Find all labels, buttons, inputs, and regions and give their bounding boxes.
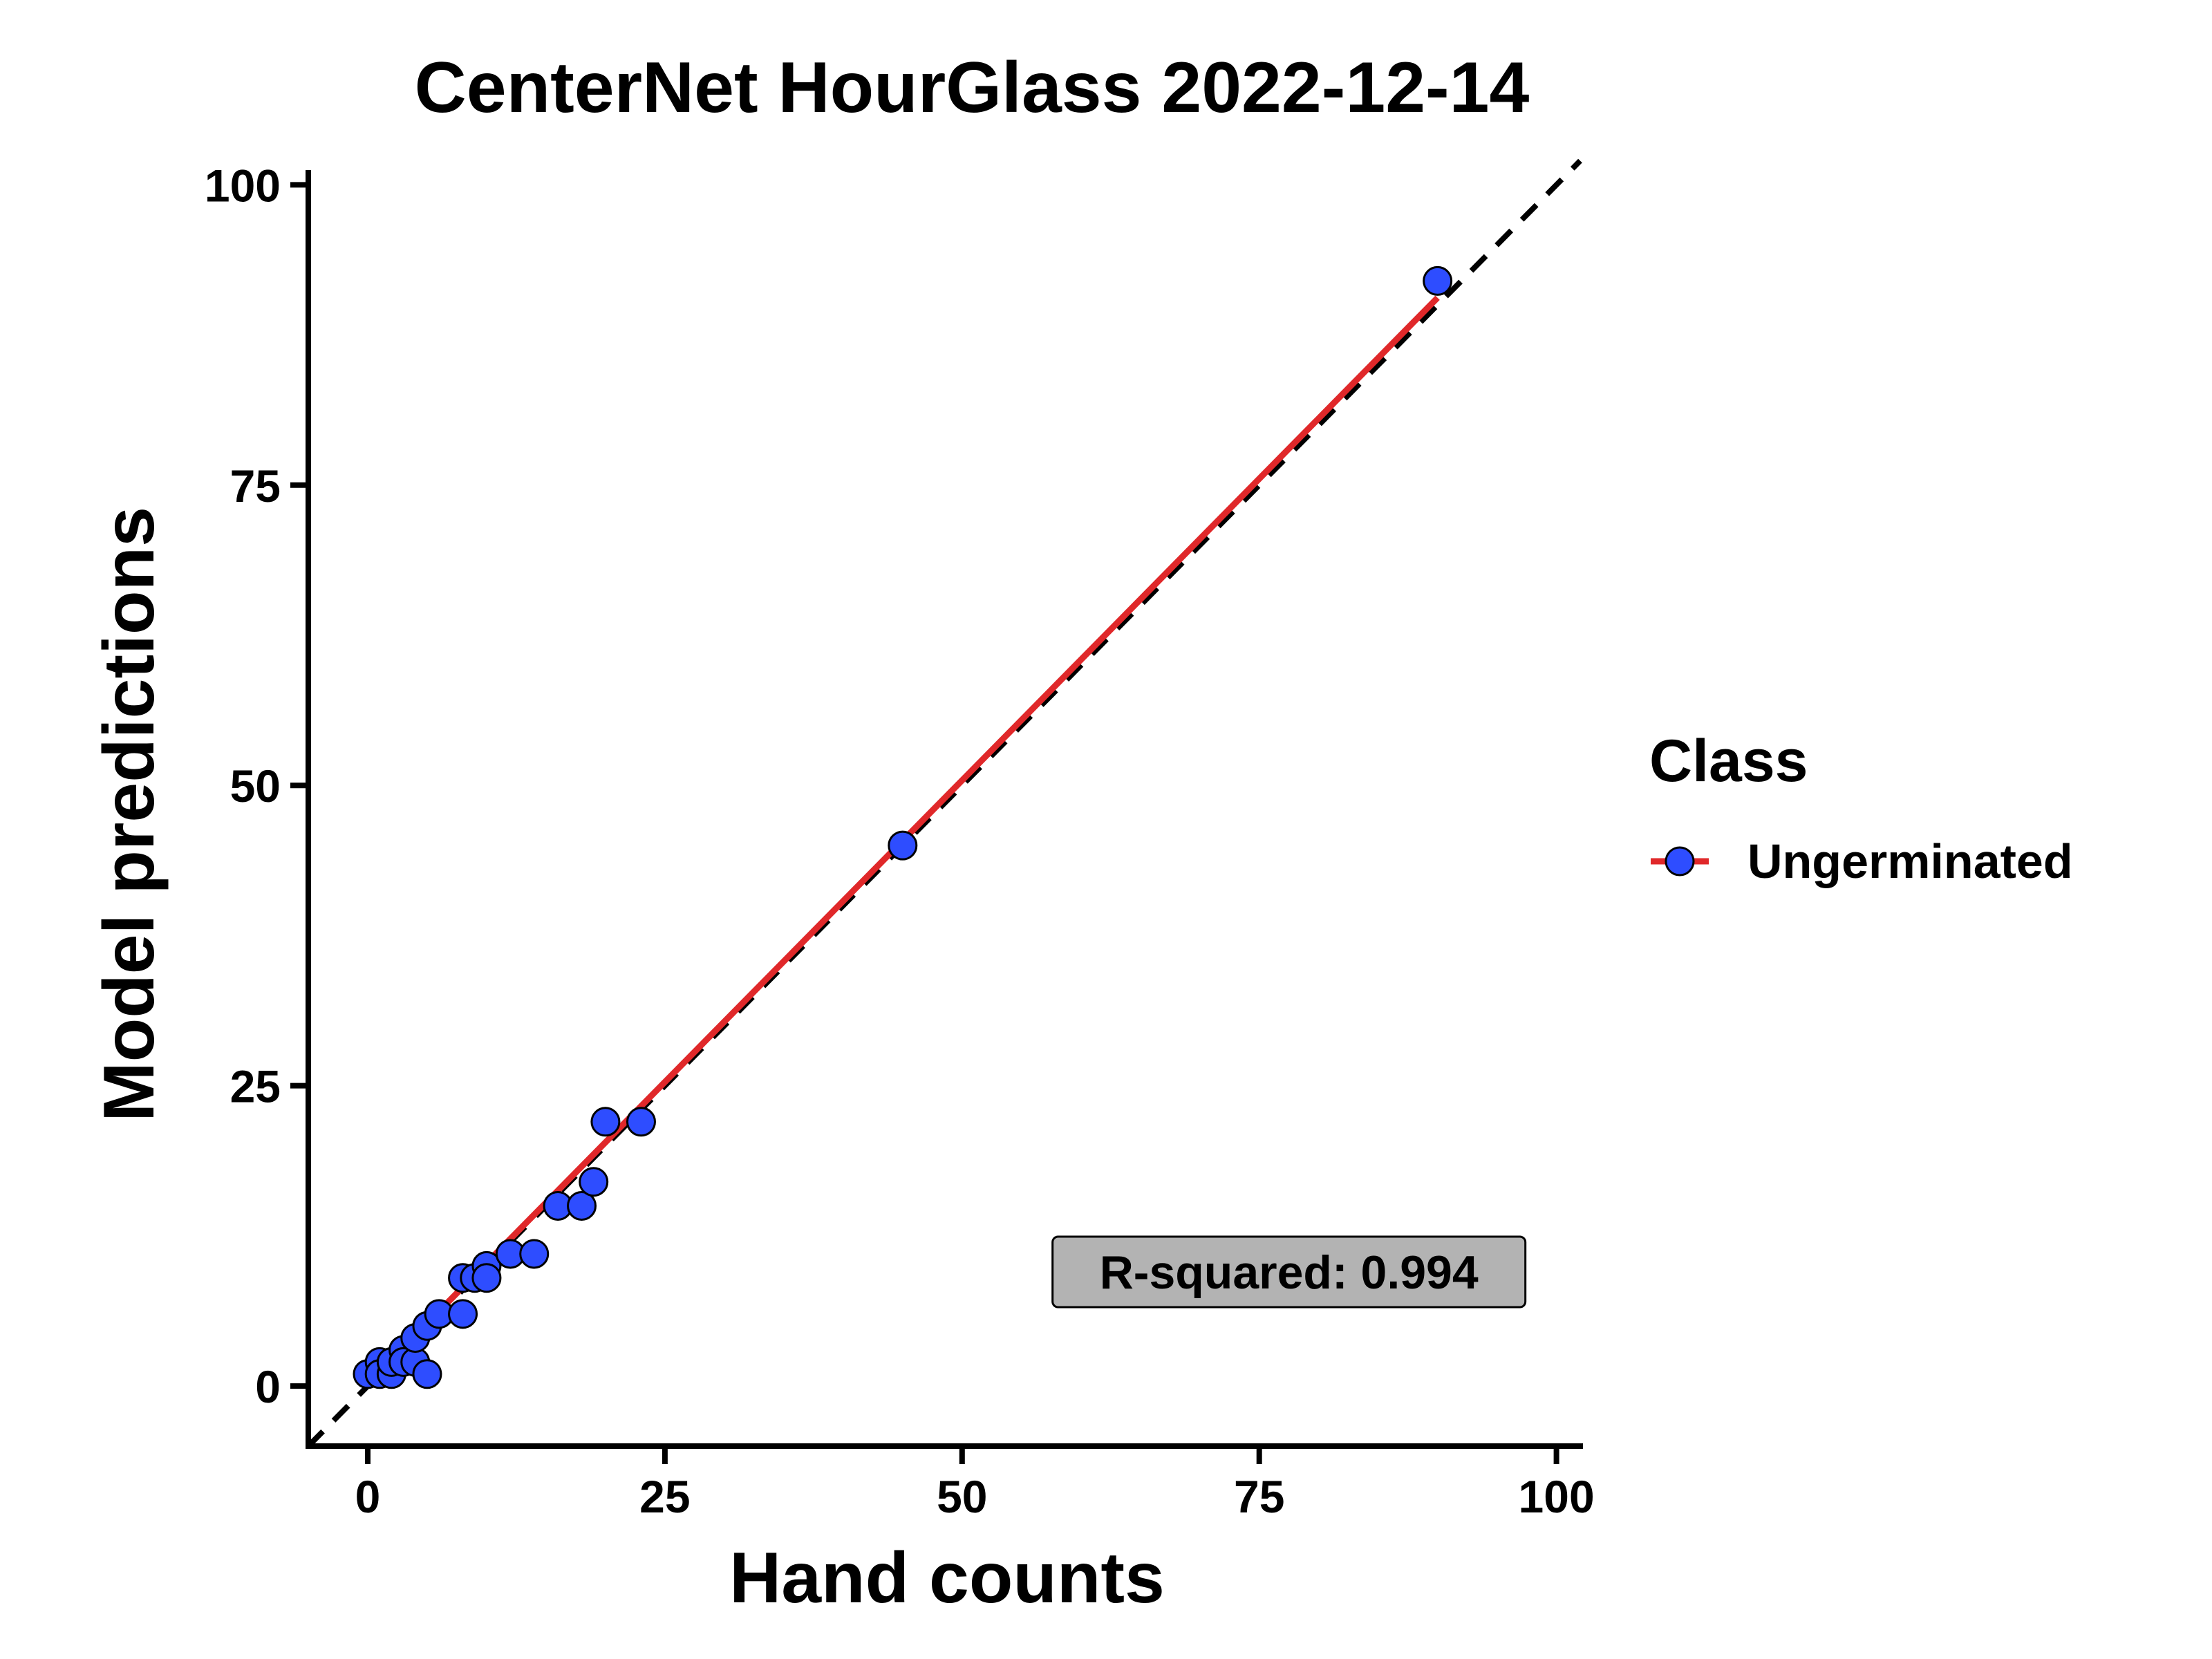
x-tick-label: 50: [937, 1471, 987, 1522]
legend-entry-ungerminated: Ungerminated: [1651, 834, 2073, 888]
y-tick-label: 100: [205, 160, 281, 211]
chart-title: CenterNet HourGlass 2022-12-14: [415, 48, 1530, 128]
data-point: [579, 1167, 609, 1197]
y-tick-label: 75: [230, 460, 281, 512]
x-tick-label: 25: [639, 1471, 690, 1522]
legend-title: Class: [1649, 728, 1808, 794]
data-point: [412, 1359, 442, 1389]
legend-label: Ungerminated: [1747, 834, 2073, 888]
y-tick-label: 50: [230, 760, 281, 812]
r-squared-annotation: R-squared: 0.994: [1051, 1235, 1527, 1309]
axes: 0 25 50 75 100 0 25 50 75 100: [205, 160, 1595, 1522]
data-point: [567, 1190, 597, 1221]
legend: Class Ungerminated: [1649, 728, 2073, 888]
y-tick-label: 0: [255, 1361, 281, 1412]
x-axis-title: Hand counts: [729, 1538, 1165, 1618]
legend-marker-swatch: [1665, 846, 1695, 877]
x-tick-label: 0: [355, 1471, 381, 1522]
data-point: [448, 1299, 478, 1329]
data-point: [626, 1107, 656, 1137]
x-tick-label: 75: [1234, 1471, 1284, 1522]
data-point: [590, 1107, 621, 1137]
data-point: [471, 1263, 502, 1293]
y-axis-title: Model predictions: [89, 507, 169, 1122]
data-point: [519, 1239, 550, 1269]
plot-area: [306, 158, 1582, 1448]
data-point: [1423, 265, 1453, 296]
r-squared-box: [1051, 1235, 1527, 1309]
data-point: [888, 830, 918, 861]
x-tick-label: 100: [1519, 1471, 1595, 1522]
y-tick-label: 25: [230, 1061, 281, 1112]
r-squared-label: R-squared: 0.994: [1100, 1246, 1479, 1299]
